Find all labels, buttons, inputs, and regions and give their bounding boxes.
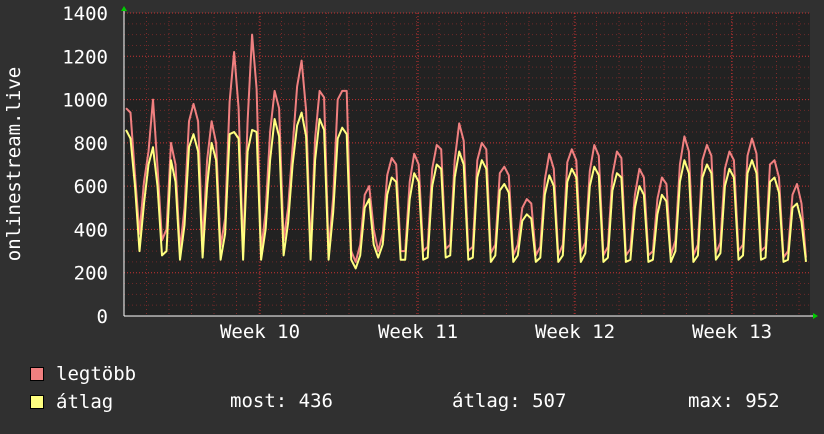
- y-axis-label: onlinestream.live: [3, 67, 25, 261]
- legend-label-avg: átlag: [56, 391, 114, 413]
- y-tick-label: 1200: [62, 46, 108, 68]
- y-axis-arrow: [121, 6, 127, 11]
- x-axis-arrow: [813, 313, 818, 319]
- legend-swatch-max: [30, 367, 44, 381]
- stat-max: max: 952: [688, 390, 780, 412]
- x-tick-label: Week 11: [378, 321, 458, 343]
- plot-area: [124, 13, 810, 316]
- legend-label-max: legtöbb: [56, 363, 137, 385]
- x-tick-label: Week 10: [220, 321, 300, 343]
- legend-item-avg: átlag: [30, 390, 113, 414]
- y-tick-label: 400: [74, 219, 108, 241]
- legend-item-max: legtöbb: [30, 362, 136, 386]
- grid-layer: [124, 12, 810, 316]
- stat-average: átlag: 507: [452, 390, 567, 412]
- y-tick-label: 800: [74, 133, 108, 155]
- stat-current: most: 436: [230, 390, 333, 412]
- series-layer: [125, 33, 807, 270]
- axis-layer: 0 200 400 600 800 1000 1200 1400 Week 10 Week 11 W…: [62, 3, 818, 343]
- y-tick-label: 1400: [62, 3, 108, 25]
- series-line-avg: [125, 111, 807, 270]
- x-tick-label: Week 12: [535, 321, 615, 343]
- y-tick-label: 0: [97, 306, 108, 328]
- y-tick-label: 1000: [62, 90, 108, 112]
- legend-swatch-avg: [30, 395, 44, 409]
- y-tick-label: 200: [74, 263, 108, 285]
- y-tick-label: 600: [74, 176, 108, 198]
- x-tick-label: Week 13: [692, 321, 772, 343]
